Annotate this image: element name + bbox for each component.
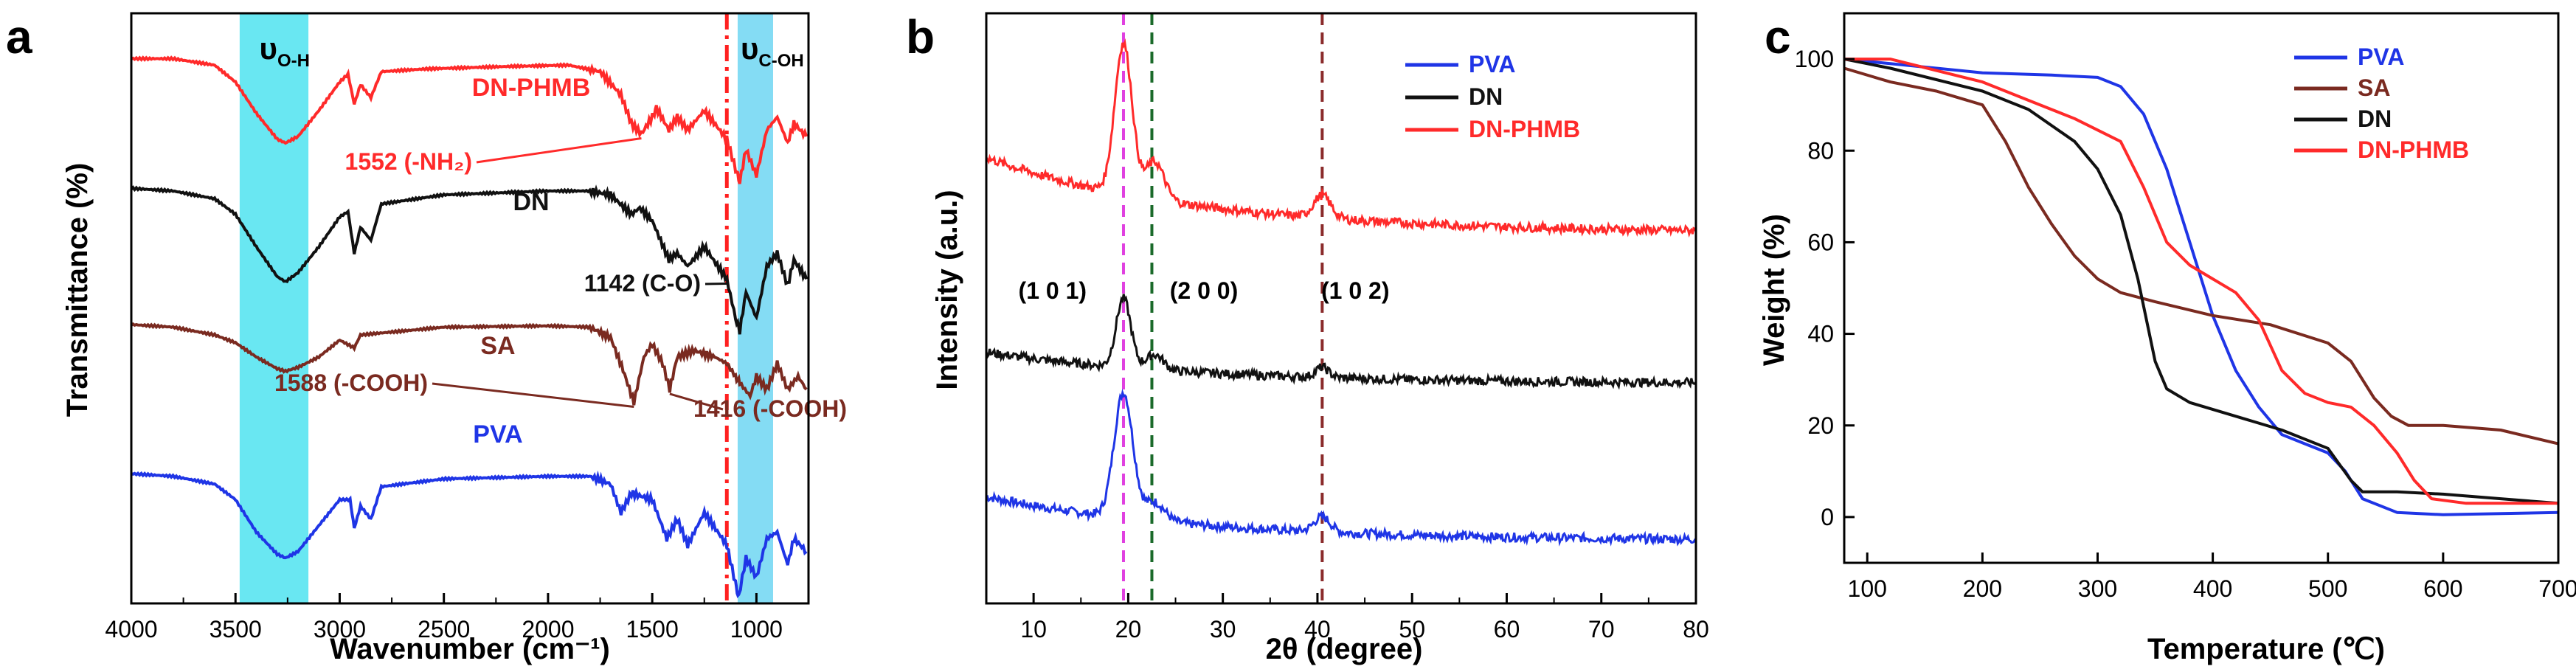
c-ytick-label-0: 0 — [1821, 504, 1834, 530]
legend-label-dn-phmb: DN-PHMB — [2358, 136, 2469, 163]
c-xtick-label-0: 100 — [1848, 575, 1887, 602]
band-label-1: υC-OH — [741, 31, 804, 71]
a-xtick-label-0: 4000 — [105, 616, 157, 642]
c-xtick-label-2: 300 — [2078, 575, 2117, 602]
panel-c-ylabel: Weight (%) — [1758, 214, 1790, 366]
panel-b-plot-area: (1 0 1) (2 0 0) (1 0 2) PVA DN DN-PHMB 10 20 30 4… — [985, 12, 1709, 642]
band-0 — [239, 13, 309, 603]
band-label-main-1: υ — [741, 31, 758, 66]
series-line-dn-phmb — [131, 55, 809, 184]
b-xtick-label-4: 50 — [1399, 616, 1425, 642]
b-xtick-label-1: 20 — [1115, 616, 1142, 642]
panel-c-label: c — [1765, 10, 1791, 63]
band-label-sub-0: O-H — [277, 51, 310, 71]
annotation-1: 1142 (C-O) — [584, 270, 701, 297]
b-xtick-label-2: 30 — [1210, 616, 1236, 642]
b-xtick-label-7: 80 — [1683, 616, 1709, 642]
panel-b-frame — [985, 12, 1697, 605]
panel-a-xlabel: Wavenumber (cm⁻¹) — [330, 633, 610, 665]
c-ytick-label-4: 80 — [1807, 137, 1834, 164]
series-label-sa: SA — [480, 332, 515, 360]
panel-b-xlabel: 2θ (degree) — [1266, 633, 1423, 665]
series-line-pva — [986, 388, 1697, 547]
series-line-sa — [130, 322, 808, 406]
panel-a-frame — [130, 12, 810, 605]
a-xtick-label-2: 3000 — [314, 616, 366, 642]
series-line-dn — [1843, 58, 2559, 505]
b-xtick-label-3: 40 — [1304, 616, 1331, 642]
c-xtick-label-5: 600 — [2423, 575, 2462, 602]
panel-a-ylabel: Transmittance (%) — [61, 163, 94, 418]
series-label-dn-phmb: DN-PHMB — [472, 74, 591, 102]
c-xtick-label-1: 200 — [1963, 575, 2002, 602]
panel-b-ylabel: Intensity (a.u.) — [931, 190, 963, 389]
panel-c-frame — [1843, 12, 2560, 564]
peak-label-2: (1 0 2) — [1321, 277, 1389, 304]
band-label-0: υO-H — [259, 31, 309, 71]
series-label-dn: DN — [513, 188, 549, 216]
series-line-pva — [1843, 58, 2559, 516]
annotation-0: 1552 (-NH₂) — [345, 148, 472, 175]
series-line-dn — [985, 294, 1697, 390]
c-ytick-label-2: 40 — [1807, 321, 1834, 347]
legend-label-pva: PVA — [2358, 44, 2404, 70]
panel-c-plot-area: PVA SA DN DN-PHMB 100 200 300 400 500 600 700 0 20 40… — [1795, 12, 2576, 602]
c-ytick-label-3: 60 — [1807, 229, 1834, 255]
c-xtick-label-6: 700 — [2538, 575, 2576, 602]
peak-label-1: (2 0 0) — [1170, 277, 1238, 304]
legend-label-dn-phmb: DN-PHMB — [1469, 116, 1580, 142]
legend-label-pva: PVA — [1469, 51, 1515, 77]
series-line-pva — [131, 470, 808, 598]
c-xtick-label-4: 500 — [2308, 575, 2347, 602]
c-xtick-label-3: 400 — [2193, 575, 2232, 602]
legend-label-dn: DN — [2358, 105, 2392, 132]
annotation-2: 1588 (-COOH) — [274, 370, 428, 396]
panel-a-label: a — [6, 10, 32, 63]
a-xtick-label-4: 2000 — [522, 616, 574, 642]
band-label-main-0: υ — [259, 31, 277, 66]
annotation-arrow-1 — [704, 282, 727, 285]
c-ytick-label-1: 20 — [1807, 412, 1834, 439]
legend-label-sa: SA — [2358, 75, 2390, 101]
series-line-dn-phmb — [985, 38, 1697, 238]
panel-c: c PVA SA DN DN-PHMB 100 200 300 400 500 600 700 0 20… — [1758, 10, 2576, 665]
series-line-dn-phmb — [1844, 58, 2558, 505]
legend-label-dn: DN — [1469, 83, 1503, 110]
panel-b: b (1 0 1) (2 0 0) (1 0 2) PVA DN DN-PHMB 10 20 3… — [906, 10, 1709, 665]
band-label-sub-1: C-OH — [758, 51, 803, 71]
annotation-arrow-2 — [432, 382, 634, 408]
b-xtick-label-5: 60 — [1494, 616, 1520, 642]
peak-label-0: (1 0 1) — [1019, 277, 1087, 304]
series-line-dn — [130, 184, 809, 335]
b-xtick-label-0: 10 — [1020, 616, 1047, 642]
c-ytick-label-5: 100 — [1795, 46, 1834, 72]
a-xtick-label-5: 1500 — [626, 616, 679, 642]
panel-b-label: b — [906, 10, 935, 63]
series-line-sa — [1843, 66, 2559, 446]
series-label-pva: PVA — [473, 420, 522, 448]
annotation-arrow-3 — [669, 392, 724, 411]
a-xtick-label-6: 1000 — [730, 616, 783, 642]
a-xtick-label-1: 3500 — [210, 616, 262, 642]
annotation-arrow-0 — [476, 137, 642, 164]
panel-c-xlabel: Temperature (℃) — [2147, 633, 2385, 665]
annotation-3: 1416 (-COOH) — [693, 395, 847, 422]
b-xtick-label-6: 70 — [1588, 616, 1615, 642]
a-xtick-label-3: 2500 — [418, 616, 470, 642]
